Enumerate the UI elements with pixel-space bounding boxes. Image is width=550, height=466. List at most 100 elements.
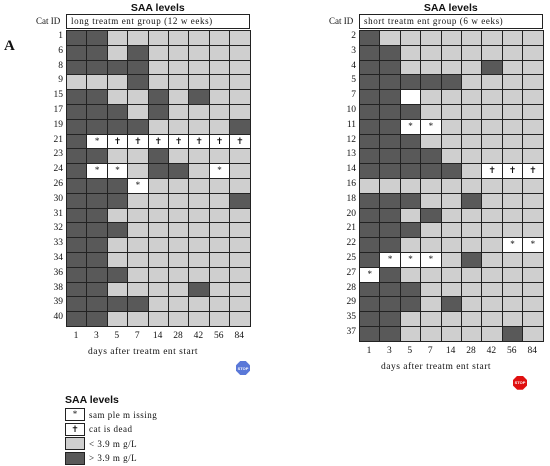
long-x-tick: 1: [73, 331, 79, 341]
short-sample-cell: [359, 237, 381, 253]
long-x-tick: 42: [193, 331, 204, 341]
long-sample-cell: [208, 44, 231, 61]
short-sample-cell: [481, 44, 503, 61]
short-sample-cell: [522, 281, 544, 298]
long-sample-cell: [229, 252, 251, 268]
long-x-tick: 84: [234, 331, 244, 341]
short-sample-cell: [399, 133, 422, 150]
long-sample-cell: [168, 148, 190, 165]
short-sample-cell: [501, 266, 524, 283]
long-sample-cell: *: [86, 133, 108, 150]
short-sample-cell: [379, 192, 401, 209]
long-sample-cell: [86, 30, 108, 46]
long-sample-cell: [168, 178, 190, 194]
long-sample-cell: [168, 266, 190, 283]
long-sample-cell: ✝: [229, 133, 251, 150]
short-sample-cell: [420, 281, 442, 298]
long-sample-cell: [208, 252, 231, 268]
short-sample-cell: [440, 89, 462, 105]
short-sample-cell: [399, 207, 422, 224]
short-sample-cell: [501, 89, 524, 105]
short-row-label: 16: [346, 179, 357, 189]
long-row-label: 1: [58, 31, 63, 41]
long-sample-cell: [168, 74, 190, 91]
short-row-label: 3: [351, 45, 356, 56]
short-sample-cell: [440, 192, 462, 209]
stop-sign-red-icon: STOP: [513, 375, 527, 390]
short-sample-cell: [461, 74, 483, 91]
long-sample-cell: [188, 266, 210, 283]
short-sample-cell: [440, 237, 462, 253]
short-row-label: 12: [346, 134, 357, 145]
short-cat-id-header: Cat ID: [329, 16, 354, 26]
short-row-label: 28: [346, 282, 357, 293]
long-sample-cell: [127, 118, 149, 135]
long-sample-cell: [127, 30, 149, 46]
short-sample-cell: ✝: [522, 163, 544, 179]
short-sample-cell: [481, 296, 503, 313]
short-sample-cell: [461, 44, 483, 61]
long-sample-cell: ✝: [106, 133, 129, 150]
legend-swatch: *: [65, 408, 85, 421]
long-sample-cell: [188, 178, 210, 194]
long-sample-cell: [168, 192, 190, 209]
long-sample-cell: [66, 178, 88, 194]
long-sample-cell: [168, 104, 190, 120]
long-sample-cell: [168, 252, 190, 268]
long-sample-cell: [188, 296, 210, 313]
short-sample-cell: [420, 178, 442, 194]
short-sample-cell: [359, 281, 381, 298]
long-sample-cell: [188, 30, 210, 46]
short-sample-cell: [481, 207, 503, 224]
short-x-axis-label: days after treatm ent start: [381, 361, 492, 372]
short-sample-cell: [481, 311, 503, 327]
short-sample-cell: [522, 296, 544, 313]
long-sample-cell: *: [208, 163, 231, 179]
long-sample-cell: [66, 207, 88, 224]
long-row-label: 33: [53, 238, 64, 249]
long-sample-cell: [208, 296, 231, 313]
short-sample-cell: [399, 192, 422, 209]
long-sample-cell: [147, 281, 169, 298]
long-x-tick: 28: [173, 331, 183, 341]
short-sample-cell: [359, 326, 381, 342]
long-sample-cell: *: [106, 163, 129, 179]
short-sample-cell: [440, 59, 462, 76]
long-sample-cell: [106, 178, 129, 194]
short-sample-cell: [399, 59, 422, 76]
short-sample-cell: [440, 104, 462, 120]
short-row-label: 13: [346, 149, 357, 160]
short-sample-cell: [481, 59, 503, 76]
short-sample-cell: [379, 266, 401, 283]
short-sample-cell: [501, 296, 524, 313]
long-row-label: 32: [53, 223, 64, 234]
short-row-label: 11: [346, 119, 356, 130]
long-sample-cell: [168, 89, 190, 105]
short-sample-cell: [359, 59, 381, 76]
long-sample-cell: [188, 252, 210, 268]
long-sample-cell: [127, 44, 149, 61]
long-sample-cell: [127, 252, 149, 268]
long-sample-cell: [188, 118, 210, 135]
short-sample-cell: [420, 311, 442, 327]
long-sample-cell: [208, 178, 231, 194]
long-sample-cell: [188, 192, 210, 209]
short-sample-cell: [501, 252, 524, 268]
short-sample-cell: [440, 296, 462, 313]
long-sample-cell: [127, 222, 149, 239]
short-row-label: 14: [346, 164, 357, 175]
long-sample-cell: [229, 296, 251, 313]
long-sample-cell: [106, 59, 129, 76]
short-sample-cell: [420, 59, 442, 76]
short-sample-cell: [420, 326, 442, 342]
short-sample-cell: [461, 133, 483, 150]
short-sample-cell: [399, 74, 422, 91]
long-sample-cell: [229, 178, 251, 194]
long-sample-cell: [66, 266, 88, 283]
long-sample-cell: [127, 74, 149, 91]
long-sample-cell: [127, 281, 149, 298]
short-sample-cell: [461, 118, 483, 135]
short-sample-cell: [522, 222, 544, 239]
short-sample-cell: [399, 163, 422, 179]
short-sample-cell: [379, 326, 401, 342]
